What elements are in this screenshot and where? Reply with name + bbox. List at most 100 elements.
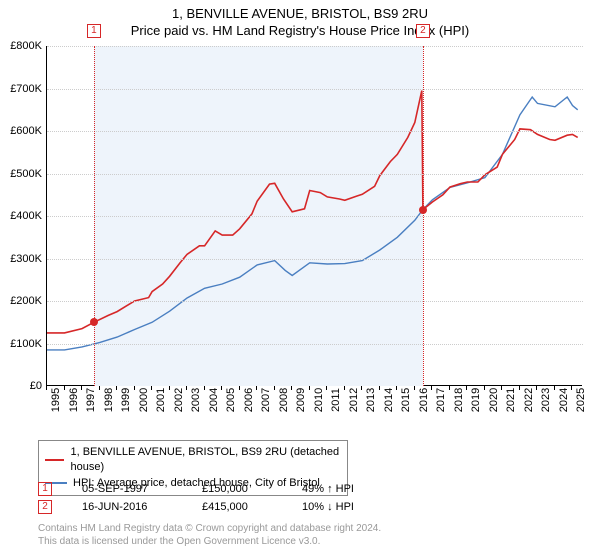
xtick-label: 2003: [190, 388, 202, 412]
marker-label: 1: [87, 24, 101, 38]
xtick-mark: [519, 386, 520, 390]
xtick-label: 2007: [260, 388, 272, 412]
marker-dot: [419, 206, 427, 214]
xtick-mark: [326, 386, 327, 390]
marker-dot: [90, 318, 98, 326]
xtick-label: 2008: [278, 388, 290, 412]
xtick-label: 2019: [470, 388, 482, 412]
ytick-label: £400K: [10, 210, 42, 222]
xtick-mark: [151, 386, 152, 390]
ytick-label: £800K: [10, 40, 42, 52]
ytick-label: £300K: [10, 253, 42, 265]
xtick-mark: [204, 386, 205, 390]
xtick-label: 1999: [120, 388, 132, 412]
sale-num-box: 2: [38, 500, 52, 514]
sale-price: £150,000: [202, 483, 272, 495]
sale-num-box: 1: [38, 482, 52, 496]
xtick-label: 2023: [540, 388, 552, 412]
xtick-label: 2017: [435, 388, 447, 412]
ytick-label: £0: [30, 380, 42, 392]
plot-area: 12: [46, 46, 582, 386]
xtick-label: 2006: [243, 388, 255, 412]
footer-line: Contains HM Land Registry data © Crown c…: [38, 522, 381, 535]
xtick-mark: [239, 386, 240, 390]
xtick-label: 2025: [575, 388, 587, 412]
ytick-label: £700K: [10, 83, 42, 95]
legend-swatch: [45, 459, 64, 461]
xtick-label: 2005: [225, 388, 237, 412]
xtick-mark: [379, 386, 380, 390]
gridline-h: [47, 46, 583, 47]
xtick-label: 2001: [155, 388, 167, 412]
xtick-label: 2002: [173, 388, 185, 412]
title-address: 1, BENVILLE AVENUE, BRISTOL, BS9 2RU: [0, 6, 600, 23]
sale-diff: 10% ↓ HPI: [302, 501, 354, 513]
xtick-mark: [221, 386, 222, 390]
marker-label: 2: [416, 24, 430, 38]
xtick-mark: [81, 386, 82, 390]
marker-line: [94, 46, 95, 386]
xtick-label: 2014: [383, 388, 395, 412]
xtick-label: 1997: [85, 388, 97, 412]
xtick-mark: [256, 386, 257, 390]
sale-date: 16-JUN-2016: [82, 501, 172, 513]
sale-date: 05-SEP-1997: [82, 483, 172, 495]
sale-diff: 49% ↑ HPI: [302, 483, 354, 495]
chart-wrap: 1, BENVILLE AVENUE, BRISTOL, BS9 2RU Pri…: [0, 0, 600, 560]
xtick-mark: [361, 386, 362, 390]
xtick-mark: [309, 386, 310, 390]
xtick-mark: [291, 386, 292, 390]
xtick-label: 2009: [295, 388, 307, 412]
xtick-label: 2013: [365, 388, 377, 412]
xtick-label: 2012: [348, 388, 360, 412]
xtick-mark: [554, 386, 555, 390]
xtick-label: 2022: [523, 388, 535, 412]
xtick-label: 2004: [208, 388, 220, 412]
xtick-mark: [414, 386, 415, 390]
sale-price: £415,000: [202, 501, 272, 513]
xtick-mark: [99, 386, 100, 390]
gridline-h: [47, 174, 583, 175]
xtick-label: 1995: [50, 388, 62, 412]
gridline-h: [47, 89, 583, 90]
xtick-mark: [46, 386, 47, 390]
xtick-label: 1998: [103, 388, 115, 412]
gridline-h: [47, 216, 583, 217]
xtick-label: 2021: [505, 388, 517, 412]
gridline-h: [47, 344, 583, 345]
xtick-label: 2020: [488, 388, 500, 412]
series-line: [47, 91, 578, 333]
xtick-mark: [396, 386, 397, 390]
xtick-mark: [466, 386, 467, 390]
footer-line: This data is licensed under the Open Gov…: [38, 535, 381, 548]
xtick-label: 2010: [313, 388, 325, 412]
xtick-mark: [116, 386, 117, 390]
xtick-mark: [484, 386, 485, 390]
xtick-label: 2000: [138, 388, 150, 412]
xtick-label: 2016: [418, 388, 430, 412]
xtick-label: 1996: [68, 388, 80, 412]
ytick-label: £500K: [10, 168, 42, 180]
xtick-label: 2015: [400, 388, 412, 412]
ytick-label: £600K: [10, 125, 42, 137]
xtick-mark: [344, 386, 345, 390]
xtick-label: 2018: [453, 388, 465, 412]
ytick-label: £200K: [10, 295, 42, 307]
sales-row: 1 05-SEP-1997 £150,000 49% ↑ HPI: [38, 480, 354, 498]
xtick-mark: [536, 386, 537, 390]
xtick-mark: [134, 386, 135, 390]
xtick-mark: [64, 386, 65, 390]
legend-label: 1, BENVILLE AVENUE, BRISTOL, BS9 2RU (de…: [70, 445, 341, 476]
xtick-mark: [169, 386, 170, 390]
series-line: [47, 97, 578, 350]
sales-row: 2 16-JUN-2016 £415,000 10% ↓ HPI: [38, 498, 354, 516]
gridline-h: [47, 259, 583, 260]
xtick-mark: [274, 386, 275, 390]
xtick-mark: [431, 386, 432, 390]
xtick-mark: [186, 386, 187, 390]
ytick-label: £100K: [10, 338, 42, 350]
xtick-label: 2011: [330, 388, 342, 412]
xtick-label: 2024: [558, 388, 570, 412]
sales-table: 1 05-SEP-1997 £150,000 49% ↑ HPI 2 16-JUN-201…: [38, 480, 354, 516]
legend-row: 1, BENVILLE AVENUE, BRISTOL, BS9 2RU (de…: [45, 445, 341, 476]
